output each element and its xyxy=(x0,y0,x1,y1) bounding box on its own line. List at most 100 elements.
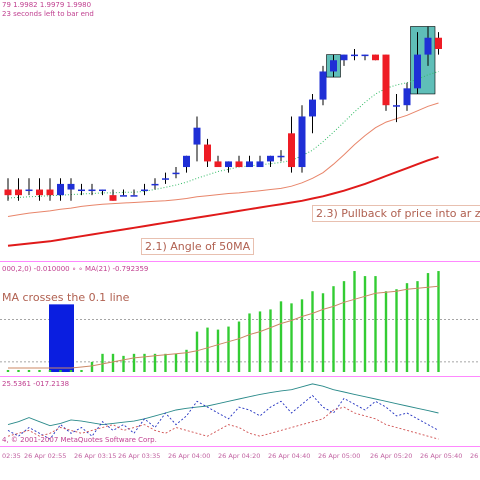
candle-body xyxy=(172,172,180,175)
candle-body xyxy=(193,127,201,145)
candle-body xyxy=(214,161,222,168)
histogram-bar xyxy=(258,311,262,372)
histogram-bar xyxy=(269,309,272,372)
cross-highlight-box xyxy=(49,304,74,372)
pane-separator xyxy=(0,261,480,262)
histogram-bar xyxy=(174,353,178,372)
label-angle: 2.1) Angle of 50MA xyxy=(141,238,255,255)
candle-body xyxy=(57,183,64,196)
histogram-bar xyxy=(311,291,314,372)
candle-body xyxy=(435,37,442,49)
candle-body xyxy=(88,189,96,192)
candle-body xyxy=(330,60,337,72)
histogram-bar xyxy=(416,281,419,372)
histogram-bar xyxy=(290,303,293,372)
pane-separator xyxy=(0,446,480,447)
histogram-bar xyxy=(122,355,125,372)
candle-body xyxy=(162,178,169,180)
time-tick-label: 26 Apr 03:15 xyxy=(74,452,117,460)
histogram-bar xyxy=(38,369,41,372)
candle-body xyxy=(288,133,295,168)
label-pullback: 2.3) Pullback of price into ar zo xyxy=(312,205,480,222)
histogram-bar xyxy=(342,281,346,372)
candle-body xyxy=(309,99,316,117)
candle-body xyxy=(298,116,306,168)
candle-body xyxy=(351,54,358,57)
candle-body xyxy=(36,189,43,196)
time-tick-label: 26 Apr 04:20 xyxy=(218,452,261,460)
histogram-bar xyxy=(17,369,20,372)
histogram-bar xyxy=(248,313,251,372)
histogram-chart xyxy=(0,271,480,372)
candle-body xyxy=(319,71,327,100)
candle-body xyxy=(382,54,390,106)
osc-blue-line xyxy=(7,394,439,440)
signal-line xyxy=(8,285,439,369)
histogram-bar xyxy=(59,369,62,372)
pane-separator xyxy=(0,376,480,377)
histogram-bar xyxy=(300,299,304,372)
ma-dotted-line xyxy=(7,71,439,199)
histogram-bar xyxy=(132,353,136,372)
histogram-bar xyxy=(237,321,241,372)
candle-body xyxy=(204,144,211,162)
time-tick-label: 26 Apr 05:00 xyxy=(318,452,361,460)
histogram-bar xyxy=(27,369,31,372)
histogram-bar xyxy=(353,271,356,372)
candle-body xyxy=(15,189,22,196)
candle-body xyxy=(246,161,253,168)
time-axis: 02:35 26 Apr 02:55 26 Apr 03:15 26 Apr 03:3… xyxy=(0,446,480,480)
oscillator-chart xyxy=(7,383,439,440)
candle-body xyxy=(120,195,127,197)
candle-body xyxy=(393,105,400,107)
candle-body xyxy=(414,54,421,89)
histogram-bar xyxy=(143,353,146,372)
indicator-pane[interactable]: 000,2,0) -0.010000 ∘ ∘ MA(21) -0.792359 … xyxy=(0,262,480,376)
candle-body xyxy=(130,195,138,197)
candle-body xyxy=(340,54,348,61)
histogram-bar xyxy=(321,293,325,372)
histogram-bar xyxy=(437,271,440,372)
histogram-bar xyxy=(195,331,199,372)
histogram-bar xyxy=(111,353,115,372)
histogram-bar xyxy=(395,289,398,372)
candle-body xyxy=(151,183,159,186)
oscillator-pane[interactable]: 25.5361 -017.2138 4, © 2001-2007 MetaQuo… xyxy=(0,377,480,446)
histogram-bar xyxy=(279,301,283,372)
osc-teal-line xyxy=(7,383,439,427)
candle-body xyxy=(183,155,190,168)
histogram-bar xyxy=(227,326,230,372)
candle-body xyxy=(256,161,264,168)
price-header: 79 1.9982 1.9979 1.9980 xyxy=(2,1,92,9)
time-tick-label: 26 Apr 02:55 xyxy=(24,452,67,460)
time-tick-label: 26 Apr 05:20 xyxy=(370,452,413,460)
histogram-bar xyxy=(6,369,10,372)
histogram-bar xyxy=(384,291,388,372)
candle-body xyxy=(4,189,12,196)
histogram-bar xyxy=(153,353,157,372)
histogram-bar xyxy=(216,329,220,372)
candle-body xyxy=(277,155,285,158)
histogram-bar xyxy=(48,369,52,372)
ma-slow-line xyxy=(7,155,439,247)
time-tick-label: 26 Apr 03:35 xyxy=(118,452,161,460)
candle-body xyxy=(372,54,379,61)
price-chart xyxy=(4,26,442,247)
histogram-bar xyxy=(363,276,367,372)
time-tick-label: 26 Apr xyxy=(470,452,480,460)
copyright: 4, © 2001-2007 MetaQuotes Software Corp. xyxy=(2,436,157,444)
osc-red-line xyxy=(7,406,439,440)
oscillator-header: 25.5361 -017.2138 xyxy=(2,380,70,388)
candle-body xyxy=(424,37,432,55)
candle-body xyxy=(25,189,33,192)
histogram-bar xyxy=(426,273,430,372)
bar-timer: 23 seconds left to bar end xyxy=(2,10,94,18)
price-pane[interactable]: 79 1.9982 1.9979 1.9980 23 seconds left … xyxy=(0,0,480,261)
candle-body xyxy=(225,161,232,168)
histogram-bar xyxy=(405,283,409,372)
candle-body xyxy=(141,189,148,192)
histogram-bar xyxy=(185,349,188,372)
candle-body xyxy=(361,54,369,57)
ma-fast-line xyxy=(7,102,439,217)
histogram-bar xyxy=(90,361,94,372)
